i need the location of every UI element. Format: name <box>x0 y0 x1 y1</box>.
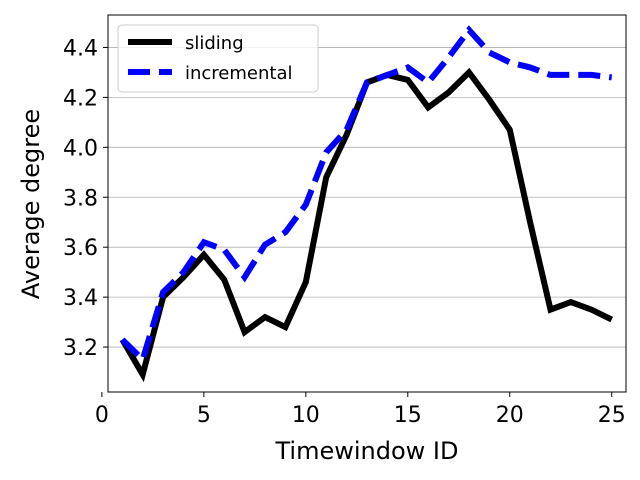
x-tick-label: 20 <box>496 403 524 428</box>
series-layer <box>119 25 614 383</box>
x-axis-ticks: 0 5 10 15 20 25 <box>95 392 626 428</box>
y-tick-label: 4.4 <box>63 36 98 61</box>
x-tick-label: 10 <box>292 403 320 428</box>
x-tick-label: 15 <box>394 403 422 428</box>
plot-frame <box>107 14 627 393</box>
legend: sliding incremental <box>117 24 319 93</box>
x-tick-label: 25 <box>598 403 626 428</box>
legend-label-sliding: sliding <box>185 33 244 54</box>
y-axis-label: Average degree <box>17 109 45 299</box>
y-tick-label: 3.2 <box>63 336 98 361</box>
x-tick-label: 0 <box>95 403 109 428</box>
y-tick-label: 4.2 <box>63 86 98 111</box>
y-axis-ticks: 3.2 3.4 3.6 3.8 4.0 4.2 4.4 <box>63 36 108 361</box>
series-line-sliding <box>119 67 614 383</box>
x-tick-label: 5 <box>197 403 211 428</box>
series-line-incremental <box>120 25 613 366</box>
legend-label-incremental: incremental <box>185 63 293 84</box>
y-tick-label: 3.4 <box>63 286 98 311</box>
x-axis-label: Timewindow ID <box>275 437 459 465</box>
y-tick-label: 4.0 <box>63 136 98 161</box>
y-tick-label: 3.8 <box>63 186 98 211</box>
y-tick-label: 3.6 <box>63 236 98 261</box>
